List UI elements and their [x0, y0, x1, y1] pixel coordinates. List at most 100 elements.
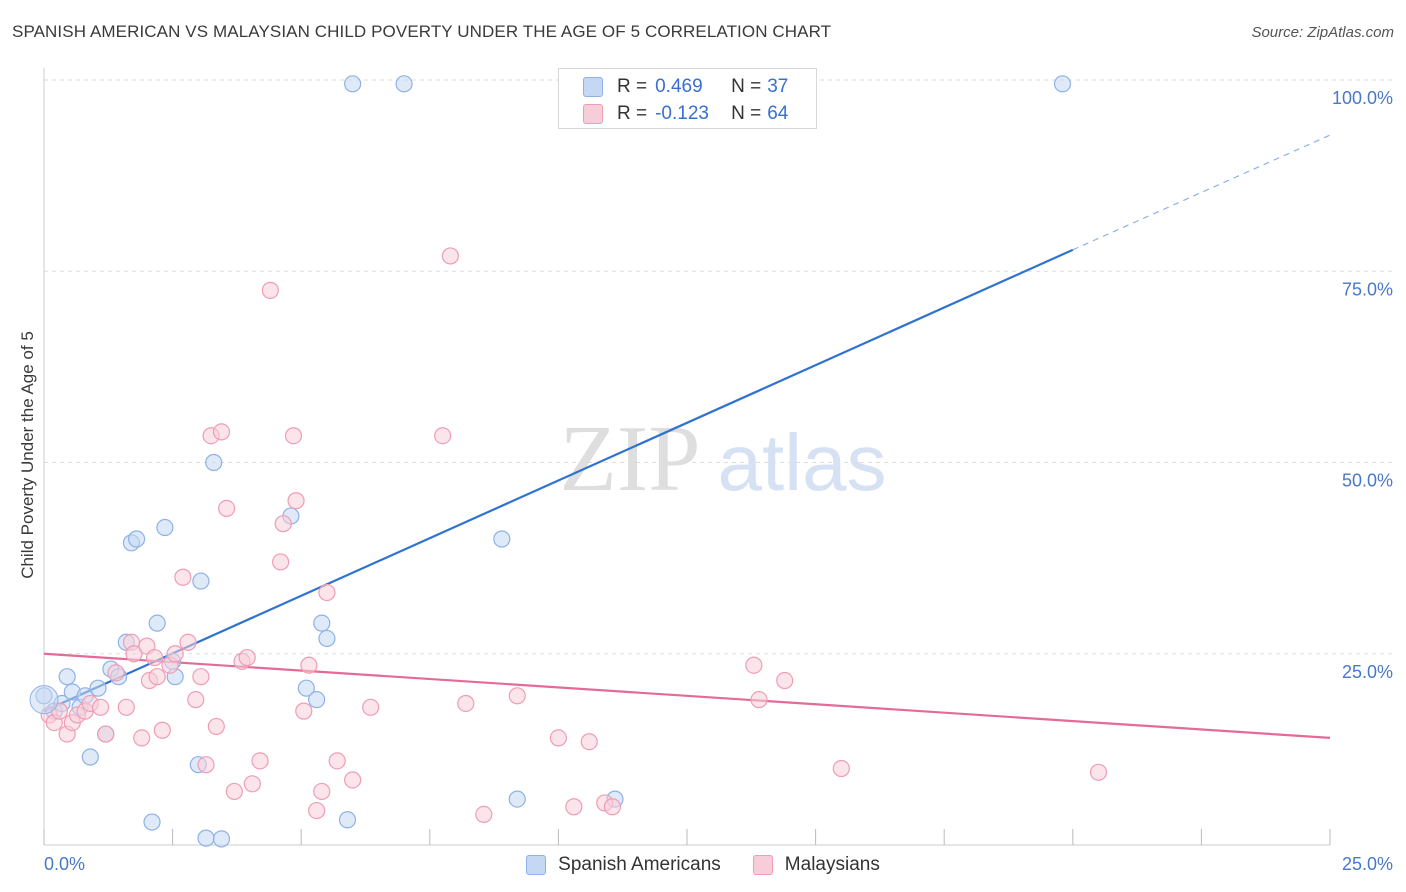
spanish-americans-point	[58, 668, 76, 686]
watermark-atlas: atlas	[718, 418, 887, 507]
x-tick-label: 0.0%	[44, 854, 85, 874]
spanish-americans-point	[1053, 75, 1072, 93]
malaysians-point	[225, 782, 243, 801]
legend-r-value: -0.123	[655, 103, 709, 124]
malaysians-point	[238, 648, 256, 667]
malaysians-point	[750, 691, 768, 709]
malaysians-point	[243, 775, 261, 793]
chart-title: SPANISH AMERICAN VS MALAYSIAN CHILD POVE…	[12, 22, 832, 41]
malaysians-point	[284, 427, 303, 445]
malaysians-point	[272, 553, 290, 571]
spanish-americans-trend-line	[43, 248, 1074, 713]
spanish-americans-cluster	[29, 685, 59, 715]
malaysians-point	[313, 782, 331, 801]
malaysians-point	[580, 733, 598, 751]
malaysians-point	[434, 427, 452, 445]
malaysians-point	[549, 729, 568, 747]
series-swatch-pink	[752, 855, 773, 875]
legend-r-value: 0.469	[655, 76, 703, 97]
series-swatch-blue	[526, 855, 547, 875]
spanish-americans-point	[192, 572, 210, 590]
spanish-americans-point	[508, 790, 526, 808]
y-axis-label: Child Poverty Under the Age of 5	[18, 331, 37, 579]
malaysians-point	[776, 671, 794, 690]
malaysians-point	[603, 798, 622, 816]
malaysians-point	[300, 656, 318, 674]
spanish-americans-point	[197, 829, 215, 847]
correlation-legend: R = 0.469 N = 37 R = -0.123 N = 64	[558, 68, 817, 129]
malaysians-point	[565, 798, 583, 816]
malaysians-point	[187, 691, 205, 709]
y-tick-label: 50.0%	[1342, 471, 1393, 491]
malaysians-point	[153, 721, 171, 739]
chart-source: Source: ZipAtlas.com	[1251, 24, 1394, 41]
spanish-americans-point	[493, 530, 511, 548]
legend-r-label: R =	[617, 103, 648, 124]
spanish-americans-point	[89, 679, 107, 697]
malaysians-point	[344, 771, 362, 789]
legend-swatch-blue	[583, 77, 603, 97]
malaysians-point	[145, 648, 164, 667]
malaysians-point	[212, 423, 231, 441]
legend-n-label: N =	[731, 103, 762, 124]
malaysians-point	[318, 583, 336, 602]
series-legend-label: Spanish Americans	[558, 854, 721, 875]
x-tick-label: 25.0%	[1342, 854, 1393, 874]
legend-n-value: 37	[767, 76, 789, 97]
malaysians-point	[174, 568, 192, 586]
y-tick-label: 75.0%	[1342, 279, 1393, 299]
legend-n-value: 64	[767, 103, 789, 124]
trend-lines	[43, 134, 1331, 739]
series-legend-label: Malaysians	[784, 854, 880, 875]
malaysians-point	[192, 668, 210, 686]
legend-swatch-pink	[583, 104, 603, 124]
malaysians-point	[261, 281, 279, 299]
spanish-americans-point	[338, 811, 357, 829]
tick-labels: 100.0% 75.0% 50.0% 25.0% 0.0% 25.0%	[44, 88, 1393, 874]
malaysians-point	[91, 698, 110, 716]
spanish-americans-point	[143, 813, 161, 831]
malaysians-point	[207, 717, 225, 736]
legend-row-malaysians: R = -0.123 N = 64	[583, 102, 788, 126]
spanish-americans-point	[205, 453, 223, 472]
malaysians-point	[457, 694, 475, 713]
spanish-americans-point	[297, 679, 315, 697]
series-legend-item-malaysians[interactable]: Malaysians	[752, 854, 880, 876]
malaysians-point	[362, 698, 380, 716]
gridlines	[44, 79, 1395, 655]
watermark: ZIP atlas	[560, 407, 887, 511]
series-legend-item-spanish-americans[interactable]: Spanish Americans	[526, 854, 721, 876]
malaysians-point	[287, 492, 305, 510]
malaysians-point	[197, 756, 215, 774]
spanish-americans-point	[318, 629, 336, 648]
malaysians-point	[745, 656, 763, 674]
malaysians-point	[475, 805, 493, 824]
spanish-americans-point	[308, 691, 326, 709]
malaysians-point	[295, 702, 313, 720]
spanish-americans-point	[156, 518, 174, 537]
y-tick-label: 100.0%	[1332, 88, 1393, 108]
malaysians-point	[274, 515, 292, 533]
malaysians-point	[133, 729, 151, 747]
series-legend: Spanish Americans Malaysians	[0, 850, 1406, 880]
spanish-americans-point	[81, 748, 99, 766]
malaysians-point	[117, 698, 135, 716]
malaysians-trend-line	[43, 652, 1331, 739]
malaysians-point	[218, 499, 236, 517]
spanish-americans-point	[212, 830, 231, 848]
spanish-americans-point	[395, 75, 413, 93]
malaysians-point	[441, 247, 459, 265]
malaysians-point	[179, 633, 197, 651]
spanish-americans-point	[148, 614, 166, 632]
data-points	[29, 75, 1108, 848]
malaysians-point	[125, 645, 143, 663]
spanish-americans-point	[127, 530, 146, 548]
malaysians-point	[148, 668, 166, 686]
spanish-americans-trend-extension	[1072, 134, 1331, 251]
malaysians-point	[251, 752, 269, 770]
malaysians-point	[508, 687, 526, 705]
malaysians-point	[97, 725, 115, 743]
legend-r-label: R =	[617, 76, 648, 97]
legend-row-spanish-americans: R = 0.469 N = 37	[583, 75, 788, 99]
